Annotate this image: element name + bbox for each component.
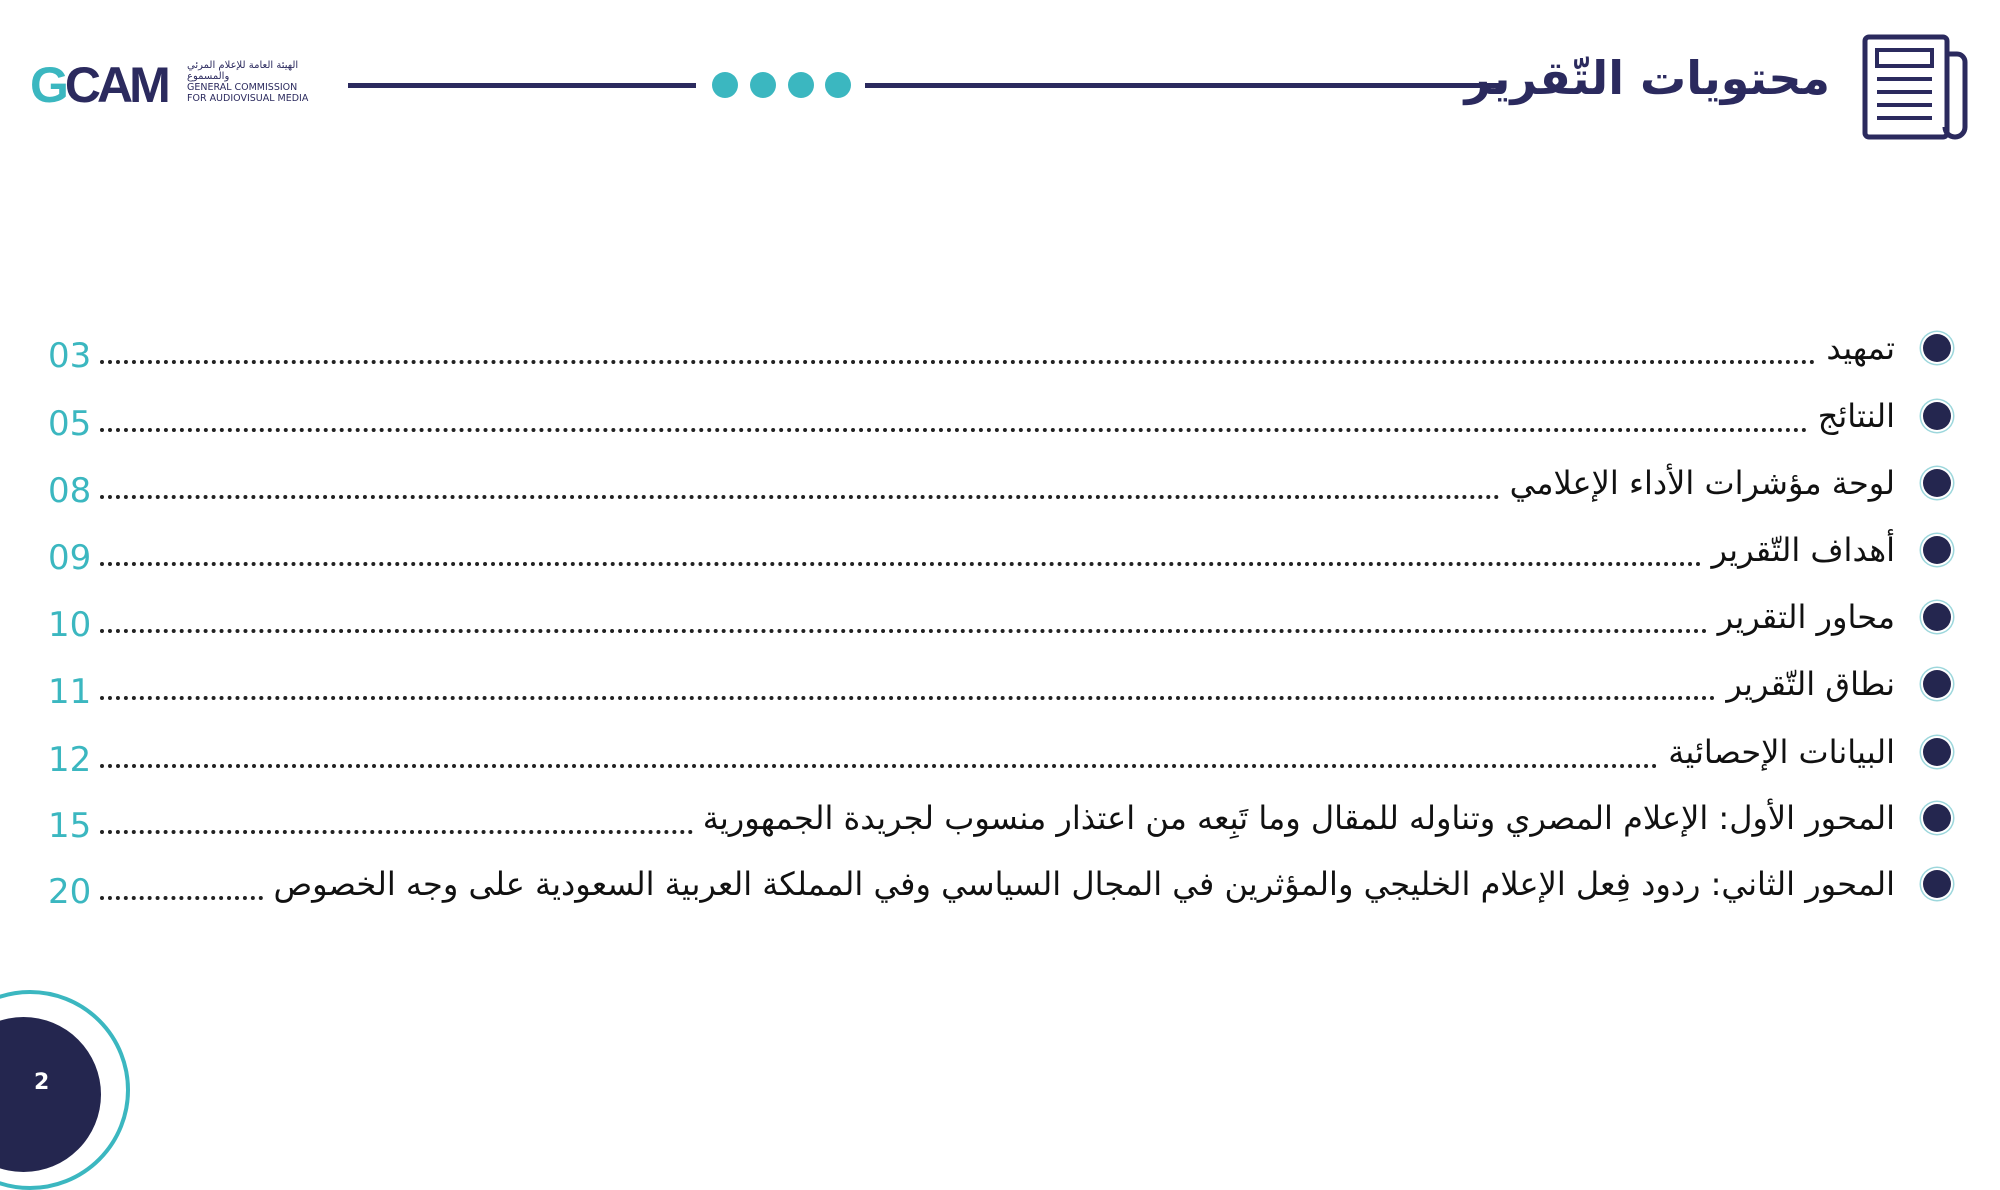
toc-item-label: محاور التقرير [1717, 598, 1895, 636]
toc-item[interactable]: البيانات الإحصائية 12 [0, 724, 2000, 784]
page-number: 2 [34, 1070, 50, 1095]
page-title: محتويات التّقرير [1464, 51, 1830, 105]
toc-item-label: المحور الأول: الإعلام المصري وتناوله للم… [702, 799, 1895, 837]
dot-leader [100, 528, 1702, 566]
bullet-icon [1923, 870, 1951, 898]
toc-item-label: أهداف التّقرير [1711, 531, 1896, 569]
toc-item-page: 03 [48, 336, 92, 376]
toc-item[interactable]: المحور الثاني: ردود فِعل الإعلام الخليجي… [0, 856, 2000, 916]
toc-item[interactable]: أهداف التّقرير 09 [0, 522, 2000, 582]
toc-item-page: 11 [48, 672, 92, 712]
toc-item-label: المحور الثاني: ردود فِعل الإعلام الخليجي… [273, 865, 1895, 903]
dot-leader [100, 595, 1708, 633]
decor-dot [788, 72, 814, 98]
dot-leader [100, 862, 264, 900]
toc-item[interactable]: نطاق التّقرير 11 [0, 656, 2000, 716]
decor-dot [712, 72, 738, 98]
toc-item[interactable]: محاور التقرير 10 [0, 589, 2000, 649]
page-badge [0, 990, 130, 1190]
logo-english-line2: FOR AUDIOVISUAL MEDIA [187, 93, 309, 104]
logo-arabic-name: الهيئة العامة للإعلام المرئي والمسموع [187, 60, 299, 82]
bullet-icon [1923, 738, 1951, 766]
gcam-logo: GCAM الهيئة العامة للإعلام المرئي والمسم… [30, 58, 320, 113]
toc-item[interactable]: النتائج 05 [0, 388, 2000, 448]
toc-item-label: لوحة مؤشرات الأداء الإعلامي [1509, 464, 1895, 502]
toc-item-page: 09 [48, 538, 92, 578]
decor-dot [825, 72, 851, 98]
bullet-icon [1923, 402, 1951, 430]
bullet-icon [1923, 536, 1951, 564]
logo-mark: GCAM [30, 57, 171, 113]
bullet-icon [1923, 670, 1951, 698]
toc-item[interactable]: المحور الأول: الإعلام المصري وتناوله للم… [0, 790, 2000, 850]
dot-leader [100, 326, 1817, 364]
dot-leader [100, 394, 1808, 432]
toc-item-label: النتائج [1817, 397, 1895, 435]
decor-dot [750, 72, 776, 98]
toc-item-label: تمهيد [1826, 329, 1895, 367]
bullet-icon [1923, 469, 1951, 497]
toc-item-page: 05 [48, 404, 92, 444]
toc-item[interactable]: لوحة مؤشرات الأداء الإعلامي 08 [0, 455, 2000, 515]
toc-item[interactable]: تمهيد 03 [0, 320, 2000, 380]
dot-leader [100, 796, 693, 834]
toc-item-label: البيانات الإحصائية [1668, 733, 1895, 771]
bullet-icon [1923, 334, 1951, 362]
bullet-icon [1923, 804, 1951, 832]
bullet-icon [1923, 603, 1951, 631]
toc-item-page: 15 [48, 806, 92, 846]
dot-leader [100, 662, 1717, 700]
dot-leader [100, 730, 1659, 768]
toc-item-page: 10 [48, 605, 92, 645]
logo-english-line1: GENERAL COMMISSION [187, 82, 298, 93]
toc-item-label: نطاق التّقرير [1726, 665, 1895, 703]
toc-item-page: 12 [48, 740, 92, 780]
logo-text: الهيئة العامة للإعلام المرئي والمسموع GE… [187, 60, 320, 104]
document-icon [1862, 34, 1968, 140]
dot-leader [100, 461, 1500, 499]
header-divider-right [865, 83, 1505, 88]
toc-item-page: 20 [48, 872, 92, 912]
header-divider-left [348, 83, 696, 88]
toc-item-page: 08 [48, 471, 92, 511]
